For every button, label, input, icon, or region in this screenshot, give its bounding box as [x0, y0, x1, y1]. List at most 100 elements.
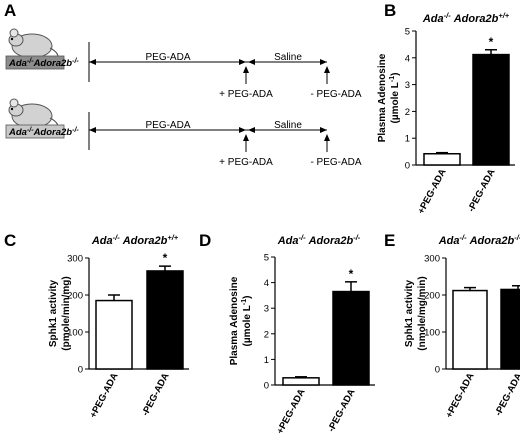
y-unit-close: ): [390, 73, 401, 76]
mouse-label-box: [5, 55, 65, 70]
segment-peg-ada-label: PEG-ADA: [145, 52, 190, 63]
y-unit-sup: -1: [241, 299, 248, 305]
y-tick-label: 0: [435, 365, 440, 376]
bar-plus-peg-ada: [95, 299, 133, 370]
y-unit-close: ): [242, 296, 253, 299]
y-unit-main: (µmole L: [242, 305, 253, 346]
schematic-row-1: Ada-/-Adora2b-/- PEG-ADA Saline + PEG-AD…: [5, 28, 362, 100]
y-tick-label: 0: [264, 381, 269, 392]
x-tick-label: +PEG-ADA: [275, 387, 308, 436]
significance-marker: *: [349, 267, 354, 281]
chart-panel-c: Ada-/- Adora2b+/+ 0 100 200 300 Sphk1 activity…: [48, 233, 189, 420]
title-s1: -/-: [459, 233, 467, 242]
mouse-icon: [8, 28, 59, 63]
marker-minus-peg-ada: - PEG-ADA: [310, 157, 361, 168]
bar-plus-peg-ada: [282, 377, 320, 386]
y-axis-unit-label: (µmole L-1): [389, 73, 401, 124]
chart-title: Ada-/- Adora2b+/+: [422, 11, 510, 25]
y-unit-main: (µmole L: [390, 82, 401, 123]
y-axis-label: Plasma Adenosine: [229, 276, 240, 365]
title-g1: Ada: [277, 235, 299, 247]
bar-plus-peg-ada: [452, 289, 488, 370]
bar-minus-peg-ada: [146, 270, 184, 370]
y-axis-unit-label: (pmole/min/mg): [61, 276, 72, 350]
title-s1: -/-: [298, 233, 306, 242]
chart-title: Ada-/-Adora2b-/-: [438, 233, 520, 247]
x-tick-label: -PEG-ADA: [140, 371, 172, 418]
panel-letter-c: C: [4, 231, 16, 250]
y-tick-label: 200: [424, 291, 440, 302]
y-tick-label: 100: [424, 328, 440, 339]
y-axis-unit-label: (µmole L-1): [241, 296, 253, 347]
title-g1: Ada: [422, 13, 444, 25]
mouse-label-box: [5, 124, 65, 139]
y-unit-main: (pmole/min/mg): [61, 276, 72, 350]
segment-saline-label: Saline: [274, 52, 302, 63]
panel-a: A Ada-/-Adora2b-/- PEG-ADA Saline: [4, 1, 362, 168]
x-tick-label: +PEG-ADA: [416, 167, 449, 216]
y-tick-label: 200: [67, 291, 83, 302]
y-tick-label: 3: [405, 80, 410, 91]
y-tick-label: 4: [264, 278, 269, 289]
y-tick-label: 1: [264, 355, 269, 366]
y-tick-label: 300: [424, 254, 440, 265]
title-g1: Ada: [91, 235, 113, 247]
title-s1: -/-: [113, 233, 121, 242]
title-g2: Adora2b: [453, 13, 499, 25]
marker-minus-peg-ada: - PEG-ADA: [310, 89, 361, 100]
schematic-row-2: Ada-/-Adora2b-/- PEG-ADA Saline + PEG-AD…: [5, 98, 362, 168]
panel-letter-a: A: [4, 1, 16, 20]
bar-minus-peg-ada: [472, 53, 510, 166]
bar-minus-peg-ada: [332, 290, 370, 386]
y-tick-label: 0: [405, 161, 410, 172]
marker-plus-peg-ada: + PEG-ADA: [219, 157, 273, 168]
y-axis-label: Plasma Adenosine: [377, 53, 388, 142]
title-g2: Adora2b: [122, 235, 168, 247]
title-g2: Adora2b: [469, 235, 515, 247]
x-tick-label: -PEG-ADA: [326, 387, 358, 434]
title-s2: +/+: [498, 11, 509, 20]
title-s1: -/-: [444, 11, 452, 20]
title-s2: +/+: [167, 233, 178, 242]
panel-letter-d: D: [199, 231, 211, 250]
chart-title: Ada-/- Adora2b+/+: [91, 233, 179, 247]
segment-saline-label: Saline: [274, 120, 302, 131]
title-g2: Adora2b: [308, 235, 354, 247]
mouse-genotype-label: Ada-/-Adora2b-/-: [8, 58, 79, 69]
significance-marker: *: [489, 35, 494, 49]
y-tick-label: 100: [67, 328, 83, 339]
y-tick-label: 1: [405, 134, 410, 145]
chart-title: Ada-/-Adora2b-/-: [277, 233, 361, 247]
x-tick-label: -PEG-ADA: [493, 371, 520, 418]
mouse-genotype-label: Ada-/-Adora2b-/-: [8, 127, 79, 138]
y-unit-main: (nmole/mg/min): [417, 276, 428, 350]
x-tick-label: -PEG-ADA: [466, 167, 498, 214]
x-tick-label: +PEG-ADA: [88, 371, 121, 420]
x-tick-label: +PEG-ADA: [444, 371, 477, 420]
y-tick-label: 3: [264, 304, 269, 315]
title-s2: -/-: [353, 233, 361, 242]
panel-letter-b: B: [384, 1, 396, 20]
y-tick-label: 5: [264, 253, 269, 264]
y-unit-sup: -1: [389, 76, 396, 82]
mouse-icon: [8, 98, 59, 133]
segment-peg-ada-label: PEG-ADA: [145, 120, 190, 131]
panel-letter-e: E: [384, 231, 395, 250]
title-g1: Ada: [438, 235, 460, 247]
y-axis-label: Sphk1 activity: [48, 279, 59, 347]
y-tick-label: 0: [78, 365, 83, 376]
bar-minus-peg-ada: [500, 288, 520, 370]
y-tick-label: 2: [405, 107, 410, 118]
y-tick-label: 2: [264, 329, 269, 340]
significance-marker: *: [163, 251, 168, 265]
bar-plus-peg-ada: [423, 152, 461, 166]
title-s2: -/-: [514, 233, 520, 242]
y-axis-label: Sphk1 activity: [404, 279, 415, 347]
marker-plus-peg-ada: + PEG-ADA: [219, 89, 273, 100]
y-tick-label: 4: [405, 53, 410, 64]
y-tick-label: 5: [405, 27, 410, 38]
y-axis-unit-label: (nmole/mg/min): [417, 276, 428, 350]
